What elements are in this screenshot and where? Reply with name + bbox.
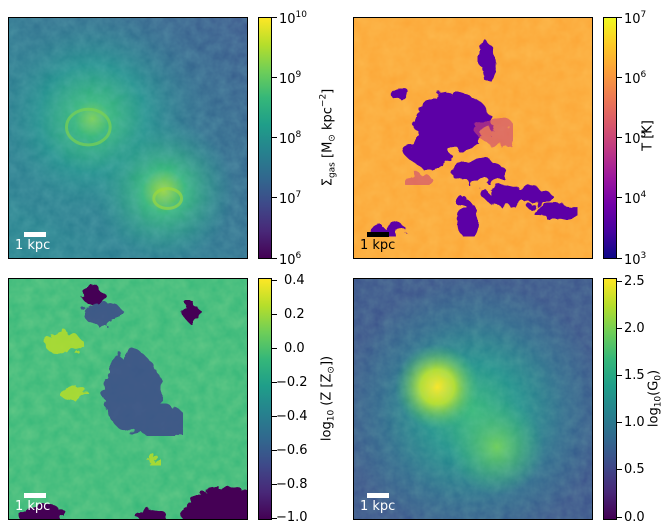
gas-density-map: 1 kpc (8, 17, 248, 259)
temperature-image (354, 18, 592, 258)
metallicity-colorbar-label: log10 (Z [Z⊙]) (319, 355, 337, 442)
metallicity-tick-label: −0.2 (276, 375, 308, 390)
metallicity-tick-label: −0.4 (276, 409, 308, 424)
metallicity-tick-label: −0.6 (276, 443, 308, 458)
radiation-tick-label: 2.0 (624, 321, 645, 336)
radiation-field-map: 1 kpc (353, 278, 593, 520)
gas-tick-label: 1010 (279, 10, 307, 27)
radiation-field-colorbar (603, 278, 617, 520)
temperature-map: 1 kpc (353, 17, 593, 259)
radiation-field-image (354, 279, 592, 519)
metallicity-tick-label: −0.8 (276, 477, 308, 492)
temperature-tick-label: 103 (624, 251, 647, 268)
scale-bar (24, 232, 46, 237)
temperature-tick-label: 105 (624, 130, 647, 147)
radiation-tick-label: 1.0 (624, 415, 645, 430)
temperature-tick-label: 106 (624, 70, 647, 87)
scale-bar-label: 1 kpc (15, 238, 51, 253)
scale-bar (367, 493, 389, 498)
scale-bar-label: 1 kpc (15, 499, 51, 514)
gas-colorbar-label: Σgas [M⊙ kpc−2] (318, 88, 338, 187)
temperature-tick-label: 107 (624, 10, 647, 27)
metallicity-tick-label: 0.2 (284, 307, 305, 322)
radiation-colorbar-label: log10(G0) (646, 369, 664, 428)
metallicity-map: 1 kpc (8, 278, 248, 520)
metallicity-tick-label: 0.0 (284, 341, 305, 356)
scale-bar (24, 493, 46, 498)
temperature-colorbar-label: T [K] (640, 120, 656, 151)
gas-density-image (9, 18, 247, 258)
scale-bar-label: 1 kpc (360, 238, 396, 253)
scale-bar (367, 232, 389, 237)
metallicity-tick-label: −1.0 (276, 510, 308, 525)
temperature-tick-label: 104 (624, 190, 647, 207)
radiation-tick-label: 0.5 (624, 462, 645, 477)
metallicity-tick-label: 0.4 (284, 273, 305, 288)
gas-tick-label: 108 (279, 130, 302, 147)
radiation-tick-label: 1.5 (624, 368, 645, 383)
scale-bar-label: 1 kpc (360, 499, 396, 514)
gas-tick-label: 107 (279, 190, 302, 207)
gas-density-colorbar (258, 17, 272, 259)
temperature-colorbar (603, 17, 617, 259)
metallicity-colorbar (258, 278, 272, 520)
gas-tick-label: 106 (279, 251, 302, 268)
radiation-tick-label: 0.0 (624, 510, 645, 525)
metallicity-image (9, 279, 247, 519)
gas-tick-label: 109 (279, 70, 302, 87)
radiation-tick-label: 2.5 (624, 274, 645, 289)
